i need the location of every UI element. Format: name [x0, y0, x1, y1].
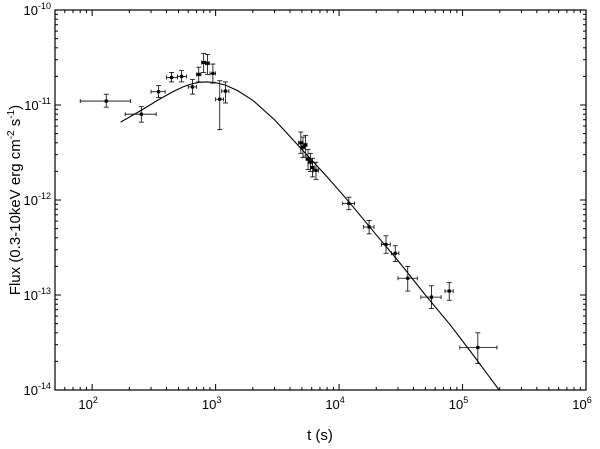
point-marker — [197, 72, 201, 76]
model-curve-layer — [120, 81, 500, 390]
data-point — [205, 54, 211, 75]
plot-frame — [54, 9, 587, 391]
point-marker — [299, 141, 303, 145]
point-marker — [205, 61, 210, 65]
point-marker — [104, 99, 108, 103]
point-marker — [303, 143, 308, 147]
data-point — [187, 79, 197, 95]
x-tick-label: 103 — [202, 395, 221, 412]
data-point — [150, 85, 166, 98]
point-marker — [308, 160, 312, 164]
point-marker — [447, 289, 451, 293]
point-marker — [301, 145, 305, 149]
x-axis-label: t (s) — [307, 427, 333, 444]
data-point — [444, 282, 454, 301]
x-tick-label: 106 — [572, 395, 591, 412]
point-marker — [367, 225, 371, 229]
y-tick-label: 10-14 — [24, 381, 51, 398]
x-tick-label: 105 — [449, 395, 468, 412]
data-point — [124, 106, 157, 123]
point-marker — [314, 168, 318, 172]
y-tick-label: 10-11 — [24, 96, 51, 113]
point-marker — [393, 251, 397, 255]
data-point — [303, 134, 309, 157]
data-point — [300, 136, 306, 158]
x-tick-labels: 102 103 104 105 106 — [78, 395, 591, 412]
data-point — [79, 93, 132, 108]
point-marker — [211, 71, 215, 76]
data-point — [459, 332, 498, 364]
point-marker — [139, 112, 143, 116]
data-point — [215, 80, 224, 131]
point-marker — [306, 157, 310, 161]
point-marker — [156, 90, 161, 94]
data-point — [176, 70, 187, 83]
data-point — [209, 63, 217, 84]
data-point — [420, 285, 442, 309]
data-point — [380, 235, 391, 254]
y-tick-label: 10-12 — [24, 191, 51, 208]
y-tick-label: 10-10 — [24, 1, 51, 18]
axis-ticks — [54, 9, 587, 391]
model-curve-line — [120, 81, 500, 390]
point-marker — [347, 201, 351, 206]
point-marker — [218, 97, 222, 101]
point-marker — [179, 74, 184, 79]
data-point — [166, 72, 178, 83]
point-marker — [384, 242, 388, 247]
y-tick-labels: 10-14 10-13 10-12 10-11 10-10 — [24, 1, 51, 398]
data-point — [363, 219, 375, 235]
data-point — [310, 157, 316, 178]
data-points-layer — [79, 52, 498, 364]
data-point — [307, 152, 313, 172]
point-marker — [223, 89, 227, 93]
x-tick-label: 104 — [325, 395, 344, 412]
point-marker — [406, 276, 410, 280]
point-marker — [429, 295, 434, 299]
data-point — [196, 66, 202, 83]
data-point — [342, 196, 355, 211]
data-point — [397, 266, 418, 292]
point-marker — [476, 345, 480, 350]
data-point — [313, 161, 319, 180]
data-point — [390, 245, 400, 262]
data-point — [221, 81, 230, 104]
data-point — [305, 149, 311, 170]
point-marker — [190, 85, 195, 89]
point-marker — [170, 75, 174, 80]
y-tick-label: 10-13 — [24, 286, 51, 303]
y-axis-label: Flux (0.3-10keV erg cm-2 s-1) — [6, 105, 24, 295]
x-tick-label: 102 — [78, 395, 97, 412]
point-marker — [202, 60, 206, 65]
point-marker — [310, 165, 315, 170]
